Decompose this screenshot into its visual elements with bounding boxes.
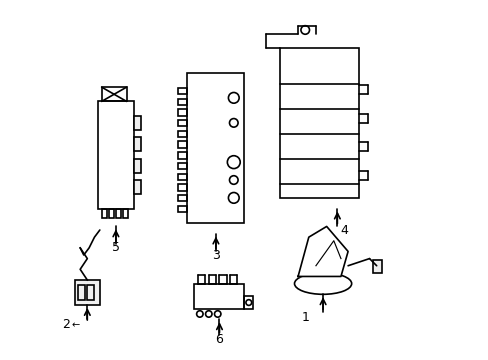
Text: 6: 6 bbox=[215, 333, 223, 346]
Text: 4: 4 bbox=[340, 224, 348, 237]
Text: ←: ← bbox=[71, 320, 79, 330]
Bar bbox=[178, 109, 187, 116]
Bar bbox=[78, 285, 84, 300]
Bar bbox=[102, 208, 107, 217]
Text: 1: 1 bbox=[301, 311, 308, 324]
Bar bbox=[123, 208, 128, 217]
Bar bbox=[87, 285, 94, 300]
Bar bbox=[178, 206, 187, 212]
Polygon shape bbox=[298, 226, 347, 276]
Bar bbox=[178, 195, 187, 202]
Bar bbox=[102, 87, 126, 102]
Bar bbox=[244, 296, 253, 309]
Bar bbox=[178, 184, 187, 191]
Bar bbox=[372, 260, 381, 273]
Bar bbox=[178, 131, 187, 137]
Bar bbox=[134, 158, 141, 173]
Bar bbox=[134, 116, 141, 130]
Bar bbox=[178, 163, 187, 169]
Bar bbox=[178, 152, 187, 158]
Bar bbox=[134, 137, 141, 152]
Bar bbox=[178, 99, 187, 105]
Bar bbox=[108, 208, 114, 217]
Text: 2: 2 bbox=[62, 318, 70, 331]
Bar bbox=[134, 180, 141, 194]
Text: 5: 5 bbox=[112, 242, 120, 255]
Bar bbox=[98, 102, 134, 208]
Text: 3: 3 bbox=[212, 249, 220, 262]
Bar bbox=[116, 208, 121, 217]
Bar bbox=[75, 280, 100, 305]
Bar bbox=[187, 73, 244, 223]
Bar bbox=[178, 174, 187, 180]
Bar bbox=[194, 284, 244, 309]
Bar bbox=[178, 120, 187, 126]
Bar bbox=[280, 48, 358, 198]
Bar bbox=[178, 88, 187, 94]
Bar bbox=[178, 141, 187, 148]
